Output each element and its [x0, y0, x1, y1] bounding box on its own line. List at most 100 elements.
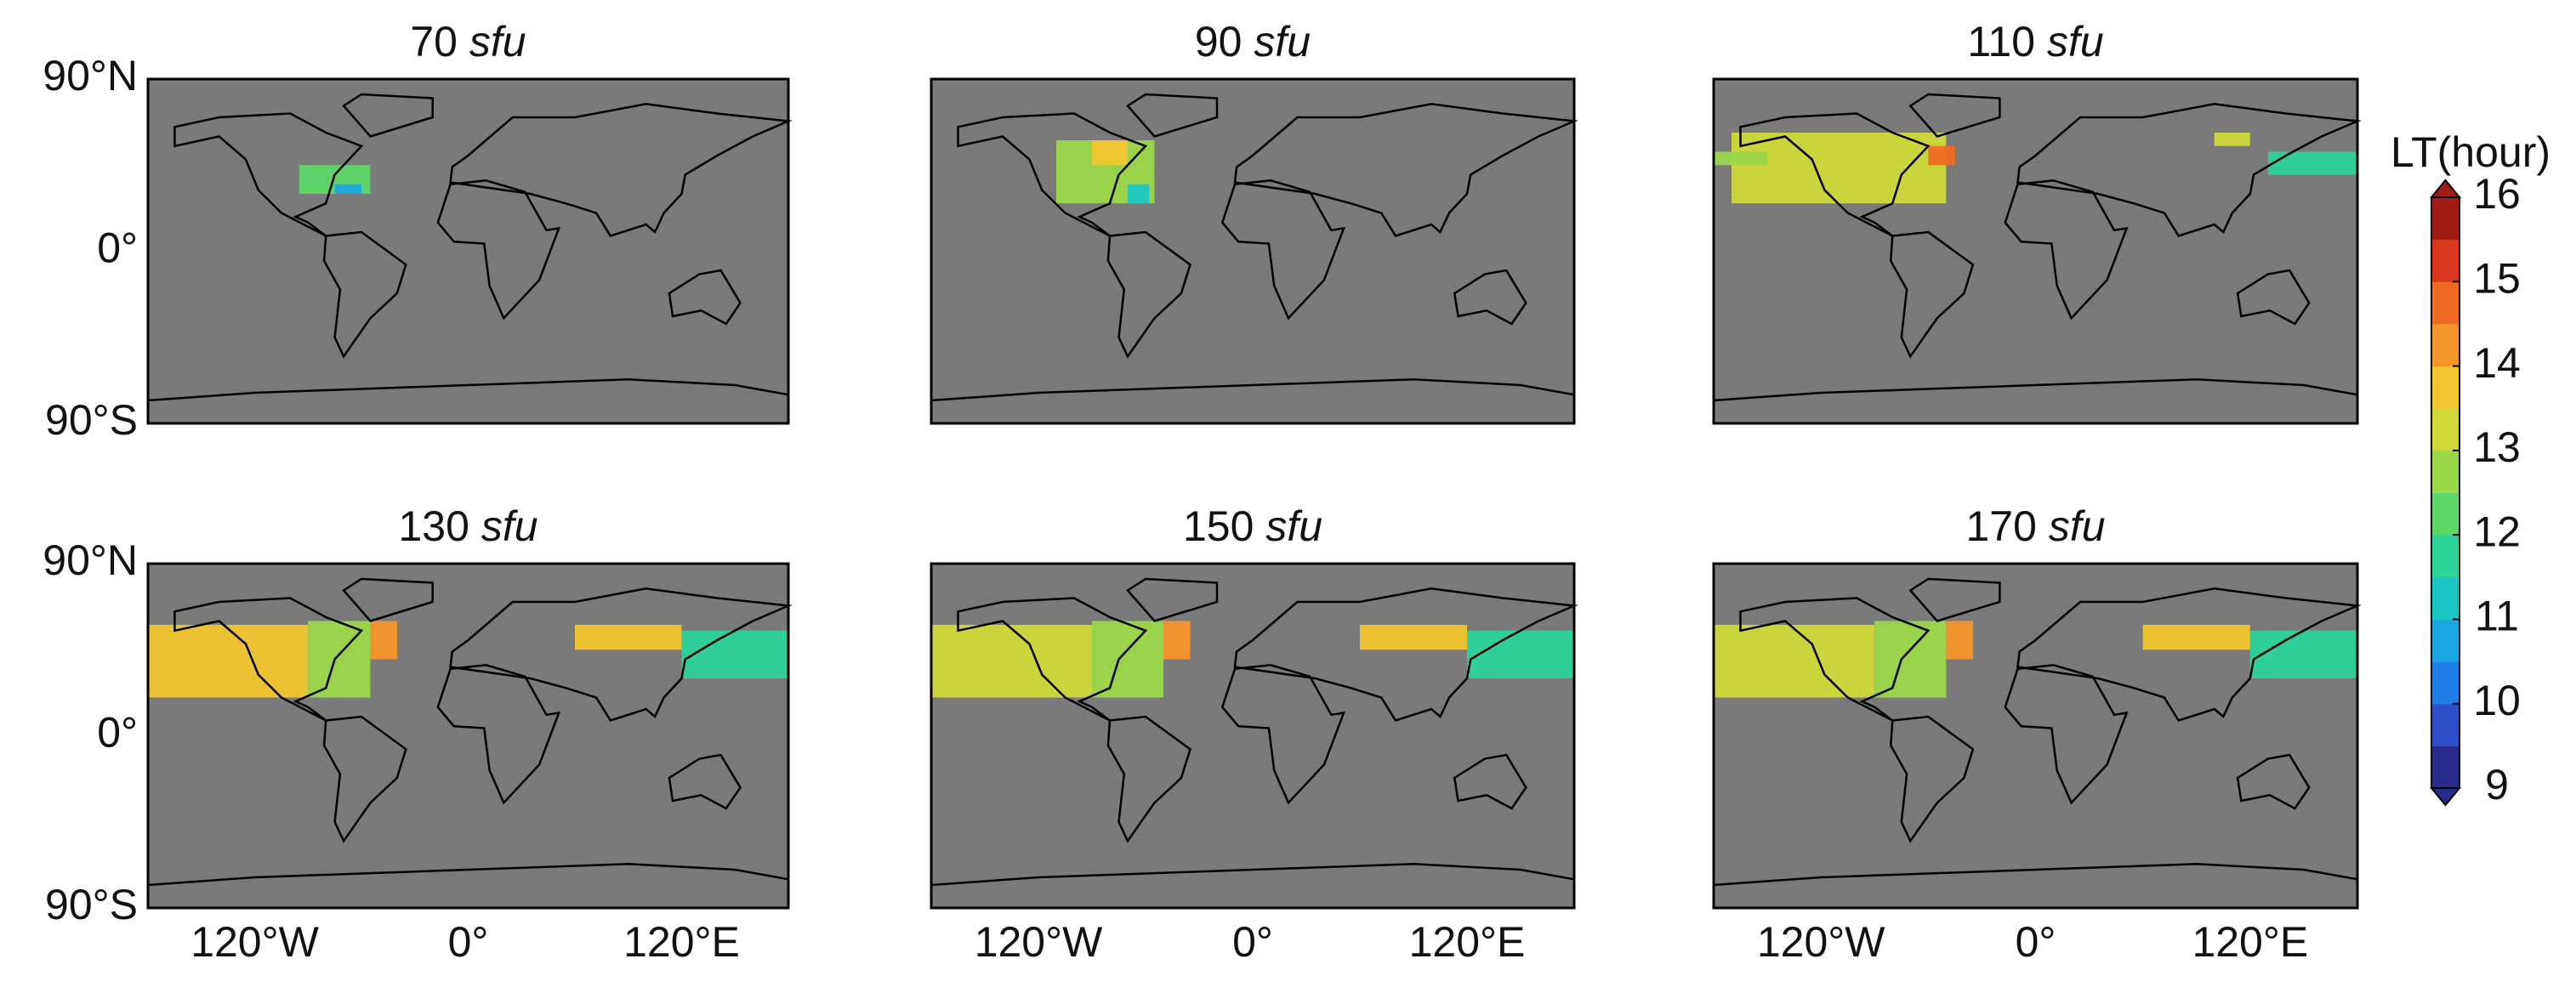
- lat-tick-label: 90°S: [45, 396, 138, 444]
- coastline: [2016, 103, 2362, 237]
- lon-tick-label: 120°E: [623, 918, 740, 966]
- colorbar-tick-label: 11: [2475, 593, 2519, 640]
- title-unit: sfu: [1254, 18, 1311, 65]
- lon-tick-label: 0°: [1232, 918, 1273, 966]
- title-number: 150: [1183, 502, 1254, 550]
- coastline: [173, 112, 364, 237]
- lt-patch: [2142, 625, 2250, 650]
- map-background: [148, 79, 788, 423]
- title-unit: sfu: [2049, 502, 2106, 550]
- coastline: [2236, 753, 2311, 810]
- title-unit: sfu: [481, 502, 538, 550]
- colorbar-tick-label: 10: [2473, 677, 2521, 724]
- lat-tick-label: 0°: [97, 709, 138, 757]
- lt-patch: [2214, 133, 2250, 146]
- lt-patch: [334, 184, 361, 194]
- lt-patch: [1714, 151, 1768, 166]
- coastline: [2004, 179, 2129, 320]
- panel-title: 150 sfu: [1183, 502, 1322, 550]
- title-number: 90: [1195, 18, 1243, 65]
- colorbar-tick-label: 12: [2473, 508, 2521, 555]
- coastline: [930, 378, 1575, 402]
- panel-title: 170 sfu: [1965, 502, 2105, 550]
- coastline: [2004, 664, 2129, 805]
- map-background: [148, 564, 788, 908]
- lat-tick-label: 0°: [97, 224, 138, 272]
- lon-tick-label: 120°W: [975, 918, 1103, 966]
- lt-patch: [1946, 621, 1973, 660]
- map-frame: [1712, 77, 2359, 425]
- lt-patch: [575, 625, 682, 650]
- lon-tick-label: 0°: [448, 918, 489, 966]
- lt-patch: [681, 630, 788, 678]
- coastline: [1233, 103, 1578, 237]
- coastline: [436, 179, 561, 320]
- coastline: [1453, 753, 1527, 810]
- colorbar-frame: [2431, 196, 2460, 789]
- coastline: [322, 230, 407, 359]
- colorbar-segment: [2431, 323, 2459, 367]
- coastline: [1220, 179, 1346, 320]
- title-unit: sfu: [469, 18, 526, 65]
- lon-tick-label: 120°E: [1409, 918, 1526, 966]
- coastline: [1908, 93, 2001, 138]
- coastline: [1233, 587, 1578, 722]
- coastline: [1126, 93, 1219, 138]
- lt-patch: [931, 625, 1092, 698]
- coastline: [173, 597, 364, 722]
- coastline: [1908, 577, 2001, 622]
- coastline: [1713, 378, 2358, 402]
- colorbar-tick-label: 13: [2473, 423, 2521, 471]
- lt-patch: [1163, 621, 1191, 660]
- lt-patch: [1360, 625, 1467, 650]
- lt-patch: [1467, 630, 1574, 678]
- title-number: 130: [398, 502, 469, 550]
- title-unit: sfu: [2047, 18, 2104, 65]
- colorbar-segment: [2431, 535, 2459, 578]
- coastline: [1889, 715, 1975, 843]
- map-background: [931, 79, 1574, 423]
- lt-patch: [1092, 621, 1163, 698]
- panel-title: 130 sfu: [398, 502, 537, 550]
- coastline: [1106, 715, 1191, 843]
- title-number: 110: [1967, 18, 2035, 65]
- colorbar-segment: [2431, 450, 2459, 493]
- lt-patch: [148, 625, 309, 698]
- coastline: [668, 753, 742, 810]
- map-frame: [146, 77, 790, 425]
- lt-patch: [1928, 145, 1955, 166]
- lt-patch: [1128, 184, 1150, 204]
- colorbar-segment: [2431, 492, 2459, 536]
- colorbar-tick-label: 14: [2473, 339, 2521, 387]
- colorbar-segment: [2431, 408, 2459, 451]
- panel-title: 90 sfu: [1195, 18, 1311, 65]
- lon-tick-label: 120°E: [2192, 918, 2308, 966]
- map-frame: [930, 562, 1576, 910]
- lat-tick-label: 90°N: [43, 536, 138, 584]
- colorbar-extend-bottom: [2429, 787, 2462, 807]
- coastline: [930, 863, 1575, 887]
- colorbar-segment: [2431, 281, 2459, 325]
- lon-tick-label: 120°W: [190, 918, 319, 966]
- coastline: [1220, 664, 1346, 805]
- lon-tick-label: 120°W: [1757, 918, 1885, 966]
- panel-title: 70 sfu: [410, 18, 526, 65]
- lat-tick-label: 90°S: [45, 881, 138, 928]
- coastline: [1739, 597, 1931, 722]
- coastline: [957, 597, 1148, 722]
- colorbar-segment: [2431, 746, 2459, 789]
- colorbar-segment: [2431, 661, 2459, 705]
- lt-patch: [2249, 630, 2357, 678]
- lon-tick-label: 0°: [2016, 918, 2056, 966]
- map-frame: [930, 77, 1576, 425]
- lt-patch: [2267, 151, 2357, 175]
- map-background: [931, 564, 1574, 908]
- lt-patch: [1874, 621, 1947, 698]
- lt-patch: [1092, 140, 1128, 166]
- colorbar-segment: [2431, 366, 2459, 409]
- lt-patch: [370, 621, 397, 660]
- map-frame: [1712, 562, 2359, 910]
- map-background: [1714, 564, 2357, 908]
- lat-tick-label: 90°N: [43, 52, 138, 99]
